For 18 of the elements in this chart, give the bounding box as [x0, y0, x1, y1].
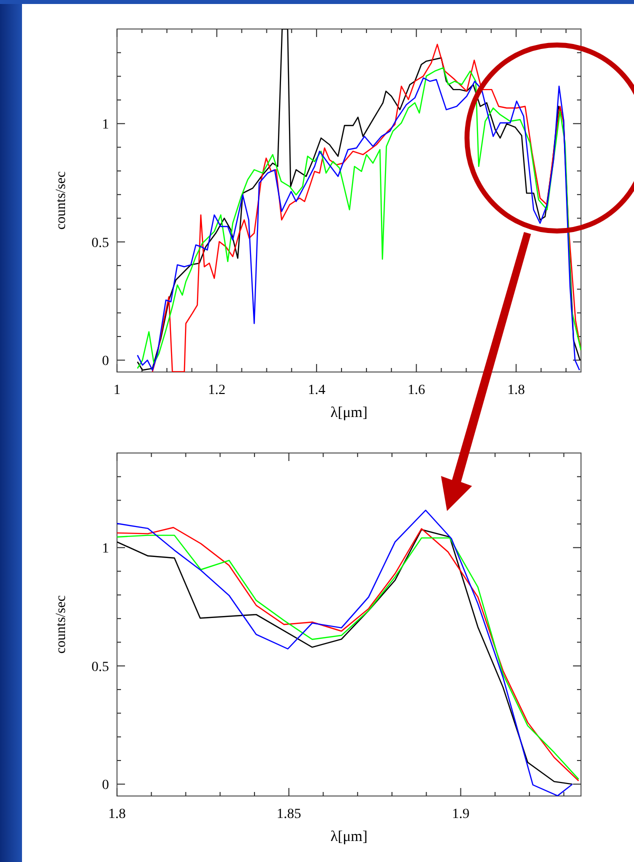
x-axis-title: λ[μm]: [330, 405, 368, 421]
y-tick-label: 0: [102, 354, 109, 370]
y-tick-label: 0.5: [92, 660, 109, 675]
y-axis-title: counts/sec: [54, 171, 69, 230]
y-axis-title: counts/sec: [54, 595, 69, 654]
x-tick-label: 1.85: [276, 807, 302, 822]
y-tick-label: 1: [102, 542, 109, 557]
x-tick-label: 1.2: [208, 383, 226, 398]
y-tick-label: 0.5: [92, 236, 109, 251]
x-tick-label: 1.6: [408, 383, 426, 398]
x-tick-label: 1.9: [452, 807, 470, 822]
x-tick-label: 1: [114, 383, 120, 398]
x-axis-title: λ[μm]: [330, 829, 368, 845]
y-tick-label: 1: [102, 118, 109, 133]
x-tick-label: 1.4: [308, 383, 326, 398]
x-tick-label: 1.8: [507, 383, 525, 398]
y-tick-label: 0: [102, 778, 109, 794]
x-tick-label: 1.8: [108, 807, 126, 822]
